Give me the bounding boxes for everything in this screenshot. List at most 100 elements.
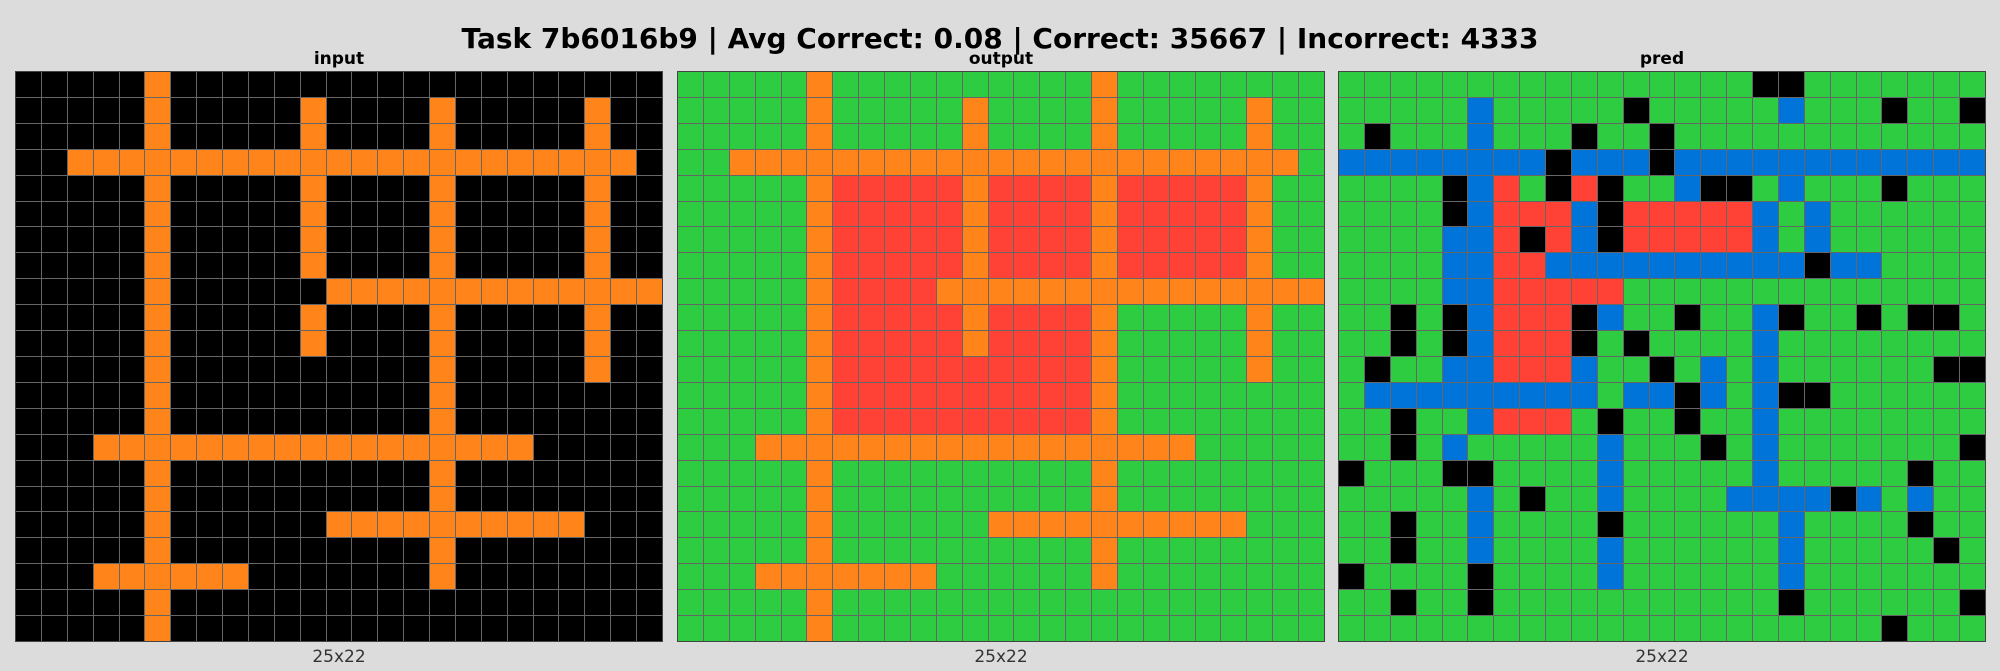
grid-cell — [1571, 253, 1597, 279]
grid-cell — [197, 97, 223, 123]
grid-cell — [533, 616, 559, 641]
grid-cell — [1143, 227, 1169, 253]
grid-cell — [1339, 408, 1364, 434]
grid-cell — [1675, 201, 1701, 227]
grid-cell — [729, 564, 755, 590]
grid-cell — [378, 564, 404, 590]
grid-cell — [1882, 253, 1908, 279]
grid-cell — [171, 331, 197, 356]
grid-cell — [1649, 538, 1675, 564]
grid-cell — [223, 175, 248, 201]
grid-cell — [1623, 382, 1649, 408]
grid-cell — [533, 201, 559, 227]
grid-cell — [223, 253, 248, 279]
grid-cell — [248, 434, 274, 460]
grid-cell — [1143, 460, 1169, 486]
grid-cell — [1597, 201, 1623, 227]
grid-cell — [559, 175, 585, 201]
grid-cell — [1675, 149, 1701, 175]
grid-cell — [145, 434, 171, 460]
grid-cell — [378, 305, 404, 331]
grid-cell — [1597, 512, 1623, 538]
grid-cell — [93, 434, 119, 460]
grid-cell — [936, 175, 962, 201]
grid-cell — [1416, 227, 1442, 253]
grid-cell — [1597, 538, 1623, 564]
grid-cell — [1701, 434, 1727, 460]
grid-cell — [171, 564, 197, 590]
grid-cell — [1169, 616, 1195, 641]
grid-cell — [1934, 512, 1960, 538]
grid-cell — [1830, 538, 1856, 564]
grid-cell — [1804, 72, 1830, 97]
grid-cell — [1195, 305, 1221, 331]
grid-cell — [507, 434, 533, 460]
grid-cell — [936, 382, 962, 408]
grid-cell — [1856, 149, 1882, 175]
grid-cell — [1364, 149, 1390, 175]
grid-cell — [1494, 279, 1520, 305]
grid-cell — [1416, 434, 1442, 460]
grid-cell — [1727, 149, 1753, 175]
grid-cell — [1778, 123, 1804, 149]
grid-cell — [637, 331, 662, 356]
grid-cell — [274, 97, 300, 123]
grid-cell — [404, 253, 430, 279]
grid-cell — [274, 305, 300, 331]
grid-cell — [1908, 486, 1934, 512]
grid-cell — [1364, 590, 1390, 616]
grid-cell — [729, 512, 755, 538]
grid-cell — [1520, 460, 1546, 486]
grid-cell — [936, 149, 962, 175]
grid-cell — [481, 201, 507, 227]
grid-cell — [585, 434, 611, 460]
grid-cell — [1934, 201, 1960, 227]
grid-cell — [859, 590, 885, 616]
grid-cell — [859, 97, 885, 123]
grid-cell — [16, 72, 41, 97]
grid-cell — [248, 279, 274, 305]
grid-cell — [1520, 72, 1546, 97]
grid-cell — [1169, 305, 1195, 331]
grid-cell — [637, 356, 662, 382]
grid-cell — [1675, 538, 1701, 564]
grid-cell — [430, 590, 455, 616]
grid-cell — [885, 356, 910, 382]
grid-cell — [404, 201, 430, 227]
grid-cell — [507, 227, 533, 253]
grid-cell — [223, 538, 248, 564]
grid-cell — [223, 434, 248, 460]
grid-cell — [1273, 175, 1299, 201]
grid-cell — [729, 486, 755, 512]
grid-cell — [1649, 201, 1675, 227]
grid-cell — [781, 227, 807, 253]
grid-cell — [248, 175, 274, 201]
grid-cell — [41, 97, 67, 123]
grid-cell — [300, 590, 326, 616]
grid-cell — [1364, 72, 1390, 97]
grid-cell — [1778, 305, 1804, 331]
grid-cell — [962, 616, 988, 641]
grid-cell — [171, 486, 197, 512]
grid-cell — [1701, 382, 1727, 408]
grid-cell — [1014, 201, 1040, 227]
grid-cell — [1442, 305, 1468, 331]
grid-cell — [274, 434, 300, 460]
grid-cell — [910, 460, 936, 486]
grid-cell — [1520, 538, 1546, 564]
grid-cell — [1753, 72, 1778, 97]
grid-cell — [67, 512, 93, 538]
grid-cell — [119, 408, 145, 434]
grid-cell — [1143, 382, 1169, 408]
grid-cell — [637, 305, 662, 331]
grid-cell — [41, 408, 67, 434]
grid-cell — [1339, 175, 1364, 201]
grid-cell — [352, 279, 378, 305]
grid-cell — [455, 590, 481, 616]
grid-cell — [1040, 512, 1066, 538]
grid-cell — [1221, 486, 1247, 512]
grid-cell — [1494, 564, 1520, 590]
grid-cell — [1169, 149, 1195, 175]
grid-cell — [1390, 305, 1416, 331]
grid-cell — [1442, 123, 1468, 149]
